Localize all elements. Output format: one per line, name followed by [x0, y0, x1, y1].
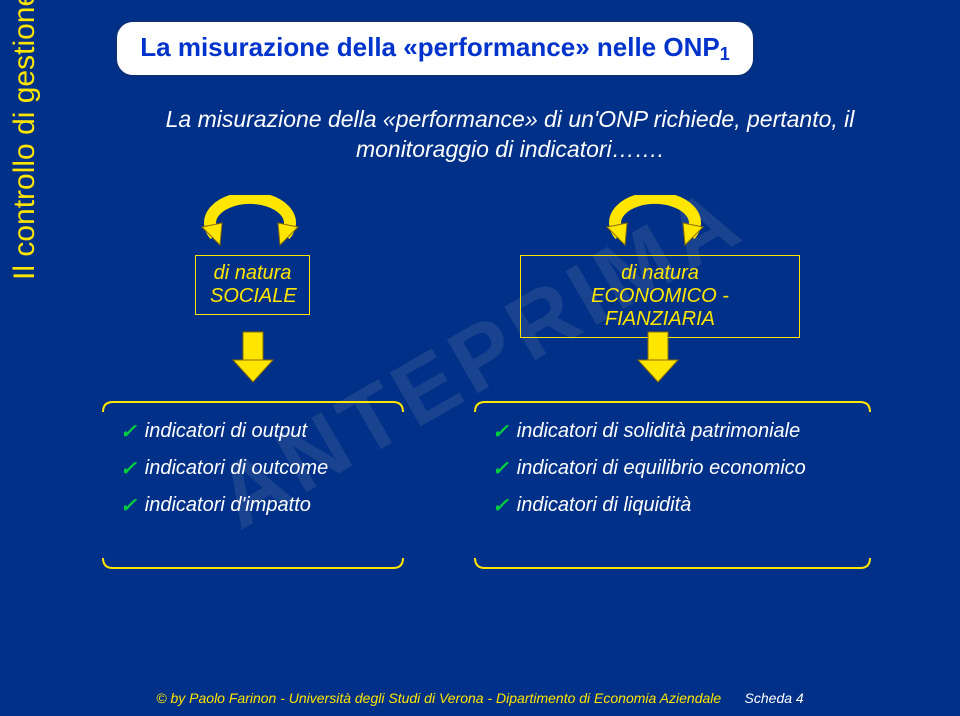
- title-subscript: 1: [720, 44, 730, 64]
- indicator-text: indicatori di liquidità: [517, 494, 692, 517]
- indicator-col-left: ✓ indicatori di output ✓ indicatori di out…: [120, 420, 400, 531]
- indicator-row: ✓ indicatori di outcome: [120, 457, 400, 480]
- check-icon: ✓: [492, 422, 509, 442]
- indicator-row: ✓ indicatori di equilibrio economico: [492, 457, 872, 480]
- title-box: La misurazione della «performance» nelle…: [115, 20, 755, 77]
- curve-arrow-left: [190, 195, 310, 250]
- nature-right-line1: di natura: [535, 262, 785, 285]
- footer: © by Paolo Farinon - Università degli St…: [0, 690, 960, 706]
- indicator-row: ✓ indicatori d'impatto: [120, 494, 400, 517]
- nature-right-line2: ECONOMICO - FIANZIARIA: [535, 285, 785, 331]
- indicator-row: ✓ indicatori di output: [120, 420, 400, 443]
- title-text: La misurazione della «performance» nelle…: [140, 32, 719, 62]
- nature-left-line2: SOCIALE: [210, 285, 295, 308]
- check-icon: ✓: [120, 459, 137, 479]
- sidebar-label: Il controllo di gestione: [8, 0, 42, 280]
- check-icon: ✓: [120, 496, 137, 516]
- nature-box-right: di natura ECONOMICO - FIANZIARIA: [520, 255, 800, 338]
- indicator-text: indicatori d'impatto: [145, 494, 311, 517]
- down-arrow-left: [230, 330, 276, 385]
- main-area: La misurazione della «performance» nelle…: [65, 0, 960, 716]
- indicator-col-right: ✓ indicatori di solidità patrimoniale ✓ in…: [492, 420, 872, 531]
- down-arrow-right: [635, 330, 681, 385]
- indicator-text: indicatori di solidità patrimoniale: [517, 420, 800, 443]
- footer-scheda: Scheda 4: [745, 690, 804, 706]
- indicator-text: indicatori di equilibrio economico: [517, 457, 806, 480]
- nature-box-left: di natura SOCIALE: [195, 255, 310, 315]
- nature-left-line1: di natura: [210, 262, 295, 285]
- footer-copyright: © by Paolo Farinon - Università degli St…: [156, 690, 721, 706]
- indicator-row: ✓ indicatori di solidità patrimoniale: [492, 420, 872, 443]
- indicator-row: ✓ indicatori di liquidità: [492, 494, 872, 517]
- check-icon: ✓: [492, 496, 509, 516]
- subtitle: La misurazione della «performance» di un…: [110, 105, 910, 165]
- check-icon: ✓: [120, 422, 137, 442]
- indicator-text: indicatori di output: [145, 420, 307, 443]
- indicator-text: indicatori di outcome: [145, 457, 328, 480]
- curve-arrow-right: [595, 195, 715, 250]
- check-icon: ✓: [492, 459, 509, 479]
